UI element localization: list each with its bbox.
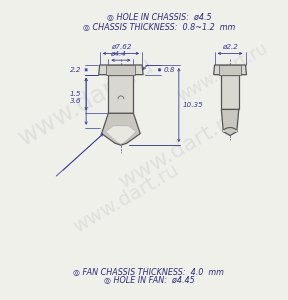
Polygon shape — [106, 65, 135, 75]
Text: ◎ HOLE IN CHASSIS:  ø4.5: ◎ HOLE IN CHASSIS: ø4.5 — [107, 13, 212, 22]
Polygon shape — [105, 126, 136, 144]
Polygon shape — [221, 75, 239, 110]
Text: ◎ HOLE IN FAN:  ø4.45: ◎ HOLE IN FAN: ø4.45 — [104, 276, 194, 285]
Text: www.dart.ru: www.dart.ru — [69, 160, 182, 236]
Text: 3.6: 3.6 — [70, 98, 81, 104]
Text: 0.8: 0.8 — [163, 67, 175, 73]
Polygon shape — [223, 130, 237, 132]
Text: ◎ FAN CHASSIS THICKNESS:  4.0  mm: ◎ FAN CHASSIS THICKNESS: 4.0 mm — [73, 268, 224, 277]
Text: ◎ CHASSIS THICKNESS:  0.8~1.2  mm: ◎ CHASSIS THICKNESS: 0.8~1.2 mm — [84, 22, 236, 32]
Text: 10.35: 10.35 — [183, 102, 203, 108]
Text: ø2.2: ø2.2 — [222, 44, 238, 50]
Text: www.dart.ru: www.dart.ru — [174, 40, 271, 106]
Polygon shape — [221, 110, 239, 136]
Polygon shape — [99, 65, 143, 75]
Text: 1.5: 1.5 — [70, 91, 81, 97]
Polygon shape — [102, 113, 140, 145]
Polygon shape — [219, 65, 241, 75]
Text: ø4.4: ø4.4 — [110, 51, 126, 57]
Text: 2.2: 2.2 — [70, 67, 81, 73]
Polygon shape — [214, 65, 247, 75]
Polygon shape — [108, 75, 133, 113]
Text: ø7.62: ø7.62 — [111, 44, 131, 50]
Text: www.dart.ru: www.dart.ru — [115, 107, 243, 193]
Text: www.dart.ru: www.dart.ru — [15, 53, 159, 150]
